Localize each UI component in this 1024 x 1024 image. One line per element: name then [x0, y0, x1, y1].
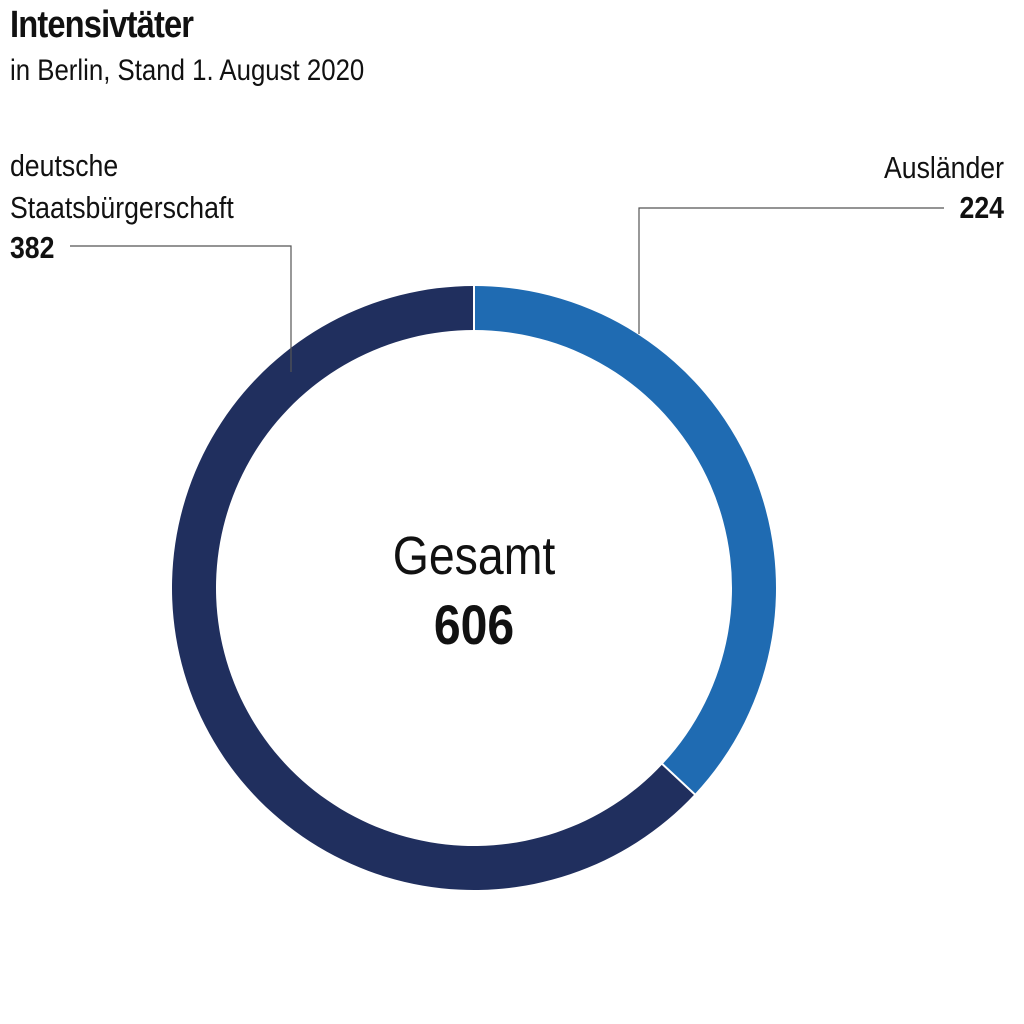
- slice-label-auslaender: Ausländer: [884, 151, 1004, 185]
- slice-auslaender: [474, 286, 776, 795]
- slice-value-auslaender: 224: [960, 191, 1004, 225]
- chart-title: Intensivtäter: [10, 4, 194, 46]
- leader-line-auslaender: [638, 207, 944, 334]
- slice-deutsche-staatsbuergerschaft: [171, 286, 695, 890]
- chart-subtitle: in Berlin, Stand 1. August 2020: [10, 54, 365, 87]
- total-label: Gesamt: [393, 525, 556, 586]
- leader-line-deutsche: [70, 245, 292, 372]
- slice-label-deutsche-line1: deutsche: [10, 149, 118, 183]
- slice-label-deutsche-line2: Staatsbürgerschaft: [10, 191, 234, 225]
- slice-value-deutsche: 382: [10, 231, 54, 265]
- total-value: 606: [434, 595, 514, 657]
- slice-separator: [661, 762, 697, 796]
